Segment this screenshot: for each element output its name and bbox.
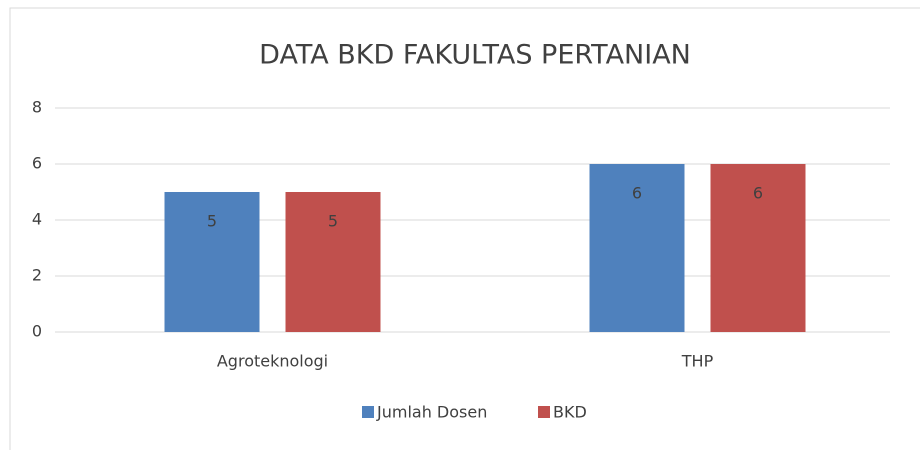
chart-title: DATA BKD FAKULTAS PERTANIAN <box>259 40 691 71</box>
x-tick-label: Agroteknologi <box>217 352 328 371</box>
data-label: 5 <box>328 212 338 231</box>
bar <box>285 192 381 332</box>
y-tick-label: 4 <box>32 210 42 229</box>
data-label: 5 <box>207 212 217 231</box>
bar <box>589 164 685 332</box>
data-label: 6 <box>632 184 642 203</box>
y-tick-label: 2 <box>32 266 42 285</box>
legend-label: BKD <box>553 403 587 422</box>
legend-label: Jumlah Dosen <box>376 403 487 422</box>
y-tick-label: 6 <box>32 154 42 173</box>
y-tick-label: 0 <box>32 322 42 341</box>
bar <box>164 192 260 332</box>
bar <box>710 164 806 332</box>
x-tick-label: THP <box>681 352 714 371</box>
y-tick-label: 8 <box>32 98 42 117</box>
legend-swatch <box>362 406 374 418</box>
legend-swatch <box>538 406 550 418</box>
data-label: 6 <box>753 184 763 203</box>
